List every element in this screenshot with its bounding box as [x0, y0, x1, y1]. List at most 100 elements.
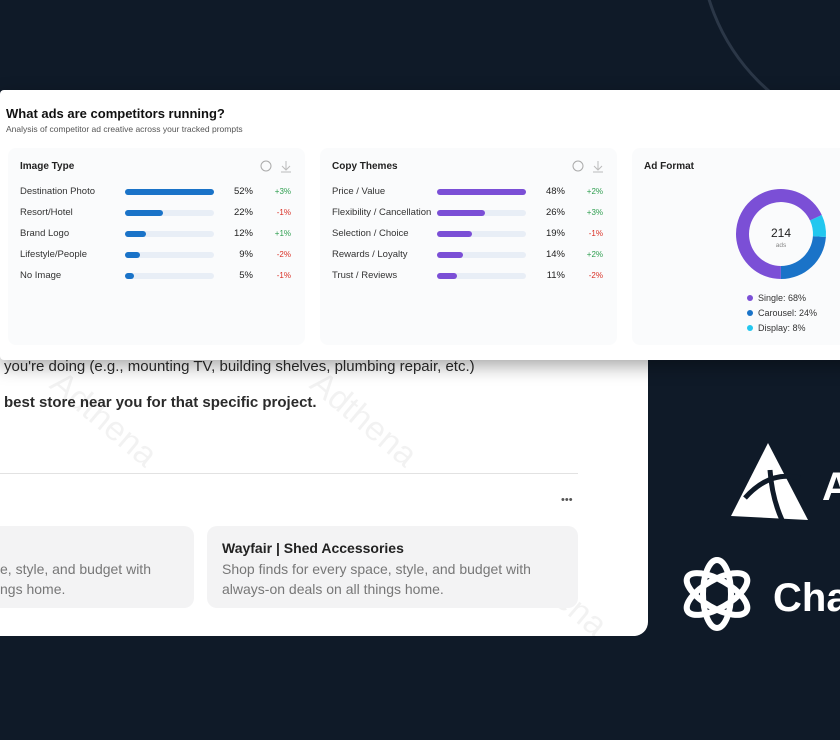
bar [437, 251, 463, 258]
value-label: 22% [233, 207, 253, 218]
adthena-logo [731, 443, 808, 522]
bar-label: Destination Photo [20, 186, 95, 197]
brand-text: Cha [773, 576, 840, 620]
bar [437, 272, 458, 279]
donut-segment [810, 214, 826, 237]
chat-text: best store near you for that specific pr… [4, 394, 317, 411]
legend-label: Single: 68% [758, 293, 806, 303]
ad-text: ngs home. [0, 581, 66, 597]
openai-logo [683, 557, 751, 631]
ad-title: Wayfair | Shed Accessories [222, 540, 404, 556]
info-icon[interactable] [572, 160, 584, 172]
bar-row: Destination Photo 52% +3% [20, 181, 291, 202]
ad-text: always-on deals on all things home. [222, 581, 444, 597]
ad-card [207, 526, 578, 608]
change-label: +1% [274, 229, 291, 238]
value-label: 9% [239, 249, 253, 260]
bar-label: Lifestyle/People [20, 249, 88, 260]
bar-row: Rewards / Loyalty 14% +2% [332, 244, 603, 265]
ad-text: e, style, and budget with [0, 561, 151, 577]
donut-chart: Single: 68% Carousel: 24% Display: 8% 214 ad… [736, 189, 826, 333]
center-label: ads [776, 242, 787, 249]
bar [437, 188, 526, 195]
panel-subtitle: Analysis of competitor ad creative acros… [6, 124, 243, 134]
chart-card: Copy Themes Price / Value 48% +2% Flexibili… [320, 148, 617, 345]
change-label: -2% [588, 271, 603, 280]
legend-dot [747, 310, 753, 316]
change-label: +3% [274, 187, 291, 196]
ad-card [0, 526, 194, 608]
chart-title: Image Type [20, 161, 75, 172]
chart-card: Image Type Destination Photo 52% +3% Resort… [8, 148, 305, 345]
card-icons [572, 160, 603, 173]
bar-track [437, 230, 526, 237]
bar-track [125, 188, 214, 195]
competitor-panel: What ads are competitors running? Analys… [0, 90, 840, 360]
bar-row: Price / Value 48% +2% [332, 181, 603, 202]
bar-label: Flexibility / Cancellation [332, 207, 432, 218]
bar-label: Price / Value [332, 186, 386, 197]
bar-row: Brand Logo 12% +1% [20, 223, 291, 244]
bar [125, 230, 146, 237]
bar [125, 209, 163, 216]
change-label: +2% [586, 250, 603, 259]
change-label: -1% [276, 208, 291, 217]
download-icon[interactable] [593, 161, 603, 173]
bar-row: Trust / Reviews 11% -2% [332, 265, 603, 286]
bar-label: Resort/Hotel [20, 207, 73, 218]
brand-text: A [822, 465, 840, 509]
bar-label: Rewards / Loyalty [332, 249, 408, 260]
donut-segment [736, 189, 822, 279]
download-icon[interactable] [281, 161, 291, 173]
bar-track [125, 230, 214, 237]
bar [437, 230, 473, 237]
chart-title: Copy Themes [332, 161, 398, 172]
value-label: 19% [545, 228, 565, 239]
bar [125, 251, 141, 258]
legend-label: Display: 8% [758, 323, 806, 333]
bar-row: Lifestyle/People 9% -2% [20, 244, 291, 265]
bar-label: Selection / Choice [332, 228, 409, 239]
info-icon[interactable] [260, 160, 272, 172]
bar-label: Brand Logo [20, 228, 70, 239]
value-label: 52% [233, 186, 253, 197]
bar-track [437, 251, 526, 258]
value-label: 11% [546, 270, 565, 281]
divider [0, 473, 578, 474]
bar-track [437, 272, 526, 279]
bar-track [125, 251, 214, 258]
value-label: 48% [545, 186, 565, 197]
legend-dot [747, 325, 753, 331]
value-label: 26% [545, 207, 565, 218]
donut-segment [780, 236, 826, 279]
bar-row: Flexibility / Cancellation 26% +3% [332, 202, 603, 223]
change-label: -1% [588, 229, 603, 238]
change-label: +3% [586, 208, 603, 217]
legend-label: Carousel: 24% [758, 308, 817, 318]
bar-rows: Destination Photo 52% +3% Resort/Hotel 22% -1… [20, 181, 291, 286]
bar-track [437, 209, 526, 216]
bar [125, 188, 214, 195]
card-icons [260, 160, 291, 173]
bar-label: Trust / Reviews [332, 270, 398, 281]
bar-row: Resort/Hotel 22% -1% [20, 202, 291, 223]
bar-track [437, 188, 526, 195]
more-button[interactable]: ••• [561, 494, 573, 506]
bar [125, 272, 134, 279]
bar-track [125, 209, 214, 216]
change-label: +2% [586, 187, 603, 196]
bar-track [125, 272, 214, 279]
chart-card: Ad Format Single: 68% Carousel: 24% Displa… [632, 148, 840, 345]
panel-title: What ads are competitors running? [6, 106, 225, 121]
bar [437, 209, 486, 216]
bar-row: Selection / Choice 19% -1% [332, 223, 603, 244]
value-label: 14% [545, 249, 565, 260]
chart-title: Ad Format [644, 161, 694, 172]
bar-row: No Image 5% -1% [20, 265, 291, 286]
bar-label: No Image [20, 270, 62, 281]
chat-text: you're doing (e.g., mounting TV, buildin… [4, 358, 475, 375]
bar-rows: Price / Value 48% +2% Flexibility / Cancell… [332, 181, 603, 286]
change-label: -1% [276, 271, 291, 280]
